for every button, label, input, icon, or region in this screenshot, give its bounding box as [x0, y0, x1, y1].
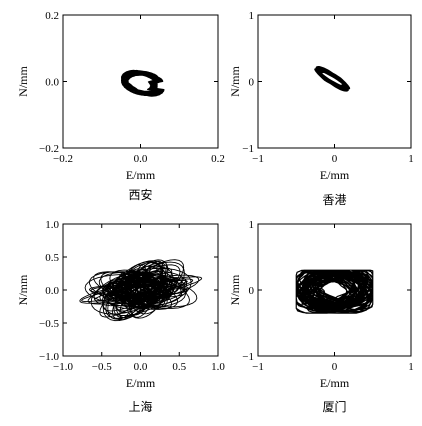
y-tick-label-xiamen: 0	[249, 285, 255, 297]
x-tick-label-shanghai: 1.0	[211, 361, 225, 373]
x-tick-label-hong-kong: 0	[332, 153, 338, 165]
trajectory-hong-kong	[314, 66, 351, 92]
caption-xian: 西安	[128, 187, 152, 202]
x-tick-label-xian: 0.0	[134, 153, 148, 165]
x-axis-label-xiamen: E/mm	[320, 376, 350, 390]
y-tick-label-xian: 0.0	[45, 77, 59, 89]
caption-hong-kong: 香港	[322, 193, 346, 207]
x-axis-label-xian: E/mm	[126, 168, 156, 182]
x-axis-label-hong-kong: E/mm	[320, 168, 350, 182]
y-tick-label-xian: 0.2	[45, 10, 59, 22]
y-tick-label-shanghai: 0.5	[45, 252, 59, 264]
y-axis-label-shanghai: N/mm	[16, 274, 30, 305]
plot-frame-hong-kong	[257, 14, 412, 149]
x-tick-label-xiamen: 0	[332, 361, 338, 373]
y-tick-label-hong-kong: 1	[249, 10, 255, 22]
y-tick-label-shanghai: −0.5	[39, 318, 59, 330]
x-tick-label-xiamen: −1	[252, 361, 264, 373]
x-tick-label-xian: −0.2	[53, 153, 73, 165]
x-tick-label-shanghai: −0.5	[92, 361, 112, 373]
y-tick-label-shanghai: −1.0	[39, 351, 59, 363]
y-tick-label-xiamen: −1	[242, 351, 254, 363]
y-tick-label-xiamen: 1	[249, 219, 255, 231]
y-tick-label-hong-kong: −1	[242, 143, 254, 155]
caption-shanghai: 上海	[128, 399, 152, 414]
trajectory-shanghai	[79, 259, 203, 322]
panel-hong-kong: −1 0 1 −1 0 1 E/mm N/mm 香港	[228, 10, 414, 207]
plot-frame-xian	[62, 14, 219, 149]
x-tick-label-hong-kong: −1	[252, 153, 264, 165]
y-axis-label-hong-kong: N/mm	[228, 66, 242, 97]
trajectory-xian	[120, 69, 165, 97]
y-axis-label-xian: N/mm	[16, 66, 30, 97]
panel-xiamen: −1 0 1 −1 0 1 E/mm N/mm 厦门	[228, 219, 414, 414]
trajectory-xiamen	[295, 269, 374, 314]
x-tick-label-xian: 0.2	[211, 153, 225, 165]
x-tick-label-xiamen: 1	[408, 361, 414, 373]
x-axis-label-shanghai: E/mm	[126, 376, 156, 390]
caption-xiamen: 厦门	[322, 399, 346, 414]
y-tick-label-shanghai: 1.0	[45, 219, 59, 231]
x-tick-label-shanghai: 0.5	[172, 361, 186, 373]
x-tick-label-shanghai: −1.0	[53, 361, 73, 373]
y-tick-label-xian: −0.2	[39, 143, 59, 155]
y-tick-label-hong-kong: 0	[249, 77, 255, 89]
x-tick-label-hong-kong: 1	[408, 153, 414, 165]
y-axis-label-xiamen: N/mm	[228, 274, 242, 305]
x-tick-label-shanghai: 0.0	[134, 361, 148, 373]
panel-shanghai: −1.0 −0.5 0.0 0.5 1.0 −1.0 −0.5 0.0 0.5 1.0 E/mm N/…	[16, 219, 225, 414]
y-tick-label-shanghai: 0.0	[45, 285, 59, 297]
panel-xian: −0.2 0.0 0.2 −0.2 0.0 0.2 E/mm N/mm 西安	[16, 10, 225, 202]
plot-frame-xiamen	[257, 223, 412, 357]
